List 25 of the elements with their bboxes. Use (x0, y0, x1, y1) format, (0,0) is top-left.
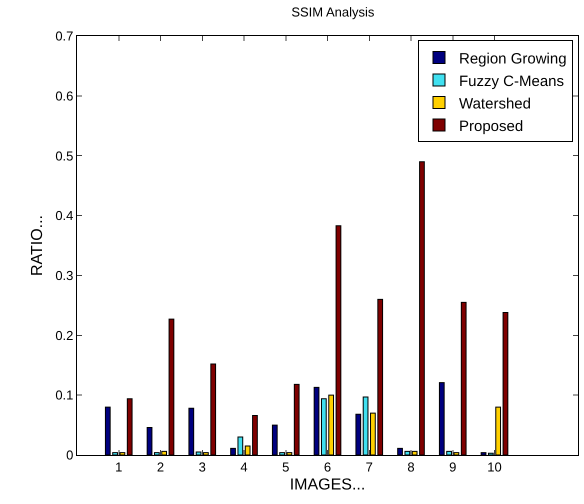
y-tick-label: 0.2 (55, 328, 74, 343)
x-tick-label: 10 (487, 460, 502, 475)
x-tick-label: 6 (324, 460, 332, 475)
y-tick-label: 0.1 (55, 388, 74, 403)
y-tick-label: 0.3 (55, 268, 74, 283)
y-axis-title: RATIO... (29, 214, 46, 276)
x-tick-label: 4 (240, 460, 248, 475)
y-tick-label: 0.4 (55, 208, 74, 224)
x-tick-label: 8 (407, 460, 415, 475)
legend-label: Proposed (458, 118, 524, 135)
x-axis-title: IMAGES... (290, 476, 366, 494)
x-tick-label: 3 (198, 460, 206, 475)
y-tick-label: 0.6 (55, 88, 74, 104)
legend-label: Watershed (458, 95, 531, 112)
legend-label: Region Growing (458, 50, 567, 68)
x-tick-label: 9 (449, 460, 456, 475)
x-tick-label: 7 (366, 460, 373, 475)
y-tick-label: 0.7 (55, 28, 74, 44)
chart-title: SSIM Analysis (291, 4, 375, 20)
legend-label: Fuzzy C-Means (458, 72, 564, 90)
y-tick-label: 0 (66, 448, 74, 463)
x-tick-label: 2 (156, 460, 164, 475)
y-tick-label: 0.5 (55, 148, 74, 164)
x-tick-label: 1 (115, 460, 122, 475)
x-tick-label: 5 (282, 460, 290, 475)
